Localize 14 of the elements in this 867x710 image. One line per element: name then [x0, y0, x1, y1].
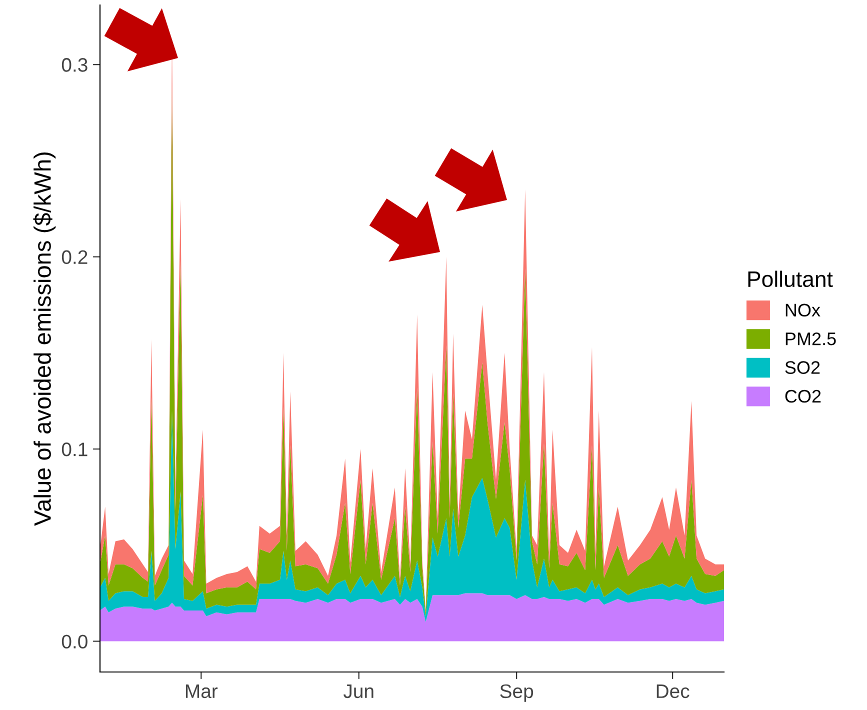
legend-label: PM2.5: [786, 332, 836, 346]
y-tick-label: 0.0: [62, 634, 88, 648]
x-tick-label: Sep: [500, 684, 534, 702]
x-tick-label: Dec: [656, 684, 690, 698]
y-axis-title: Value of avoided emissions ($/kWh): [33, 152, 56, 526]
x-tick-label: Mar: [186, 684, 218, 698]
y-tick-label: 0.2: [62, 250, 88, 264]
legend-title: Pollutant: [748, 270, 833, 288]
legend-label: CO2: [785, 390, 821, 403]
legend-label: NOx: [786, 304, 820, 317]
y-tick-label: 0.1: [62, 442, 88, 456]
legend-label: SO2: [785, 361, 820, 374]
y-tick-label: 0.3: [62, 58, 88, 72]
x-tick-label: Jun: [343, 684, 374, 698]
